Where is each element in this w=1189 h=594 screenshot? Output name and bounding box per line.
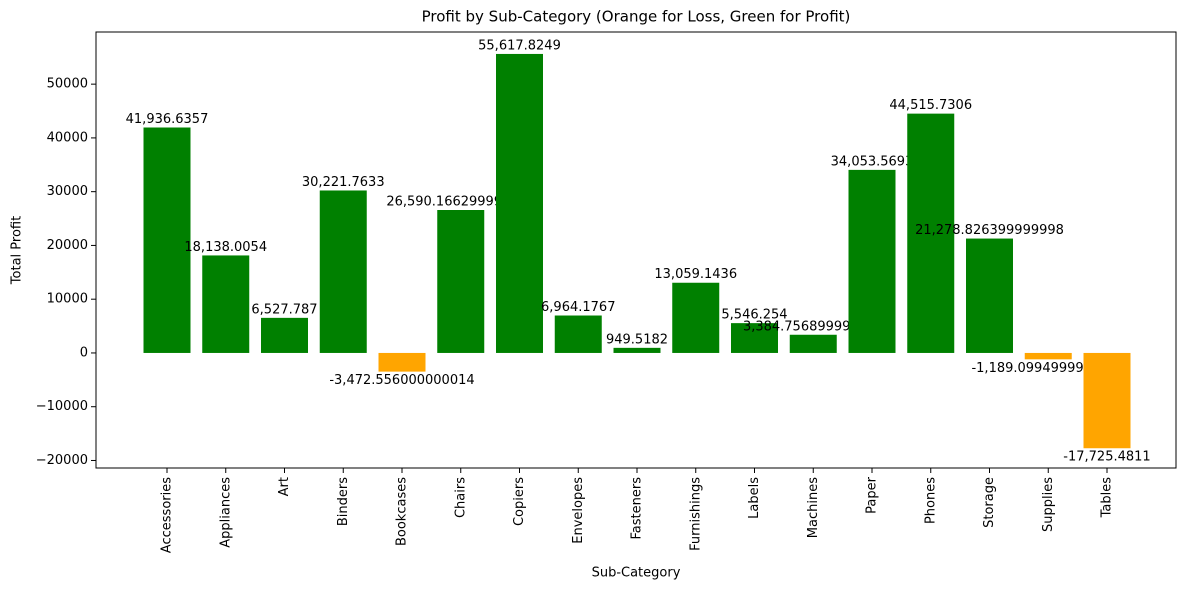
y-tick-label: 50000 (47, 77, 88, 92)
chart-title: Profit by Sub-Category (Orange for Loss,… (422, 8, 851, 26)
x-axis-label: Sub-Category (592, 566, 681, 581)
x-tick-label: Furnishings (688, 477, 703, 551)
value-label: 6,527.787 (251, 302, 317, 317)
bar (202, 255, 250, 353)
value-label: 5,546.254 (721, 308, 787, 323)
bar (848, 169, 896, 353)
x-tick-label: Appliances (218, 477, 233, 548)
bar (143, 127, 191, 353)
value-label: 21,278.826399999998 (915, 223, 1064, 238)
x-tick-label: Labels (747, 477, 762, 519)
bar (907, 113, 955, 353)
bar (554, 315, 602, 353)
value-label: 6,964.1767 (541, 300, 615, 315)
bar (731, 323, 778, 353)
value-label: 30,221.7633 (302, 175, 385, 190)
value-label: 44,515.7306 (889, 98, 972, 113)
bar (261, 317, 308, 353)
x-tick-label: Paper (865, 476, 880, 513)
x-tick-label: Copiers (512, 477, 527, 526)
x-tick-label: Bookcases (395, 477, 410, 546)
x-tick-label: Art (277, 477, 292, 496)
bar (319, 190, 367, 353)
y-tick-label: 30000 (47, 184, 88, 199)
value-label: -17,725.4811 (1063, 450, 1150, 465)
x-tick-label: Fasteners (630, 477, 645, 540)
value-label: 13,059.1436 (654, 267, 737, 282)
bar (1024, 352, 1072, 360)
x-tick-label: Storage (982, 477, 997, 528)
y-axis-label: Total Profit (10, 216, 25, 285)
value-label: 41,936.6357 (126, 112, 209, 127)
y-tick-label: 10000 (47, 292, 88, 307)
plot-frame (95, 31, 1177, 469)
x-tick-label: Supplies (1041, 477, 1056, 532)
value-label: -3,472.556000000014 (329, 373, 474, 388)
bar (437, 210, 485, 353)
x-tick-label: Accessories (160, 477, 175, 553)
y-tick-label: −20000 (36, 453, 88, 468)
y-tick-label: 40000 (47, 130, 88, 145)
value-label: 55,617.8249 (478, 38, 561, 53)
x-tick-label: Tables (1100, 477, 1115, 519)
y-tick-label: −10000 (36, 399, 88, 414)
value-label: 34,053.5693 (831, 154, 914, 169)
bar (966, 238, 1013, 353)
y-tick-label: 0 (80, 345, 88, 360)
x-tick-label: Machines (806, 477, 821, 538)
bar (1083, 352, 1131, 449)
bar (496, 53, 543, 353)
y-tick-label: 20000 (47, 238, 88, 253)
bar (672, 282, 720, 353)
x-tick-label: Envelopes (571, 477, 586, 544)
x-tick-label: Binders (336, 477, 351, 526)
x-tick-label: Chairs (453, 477, 468, 518)
value-label: 949.5182 (606, 332, 668, 347)
x-tick-label: Phones (923, 477, 938, 524)
value-label: 18,138.0054 (184, 240, 267, 255)
bar (378, 352, 426, 372)
bar (789, 334, 837, 353)
bar (613, 347, 661, 353)
value-label: 3,384.756899999999 (743, 319, 884, 334)
